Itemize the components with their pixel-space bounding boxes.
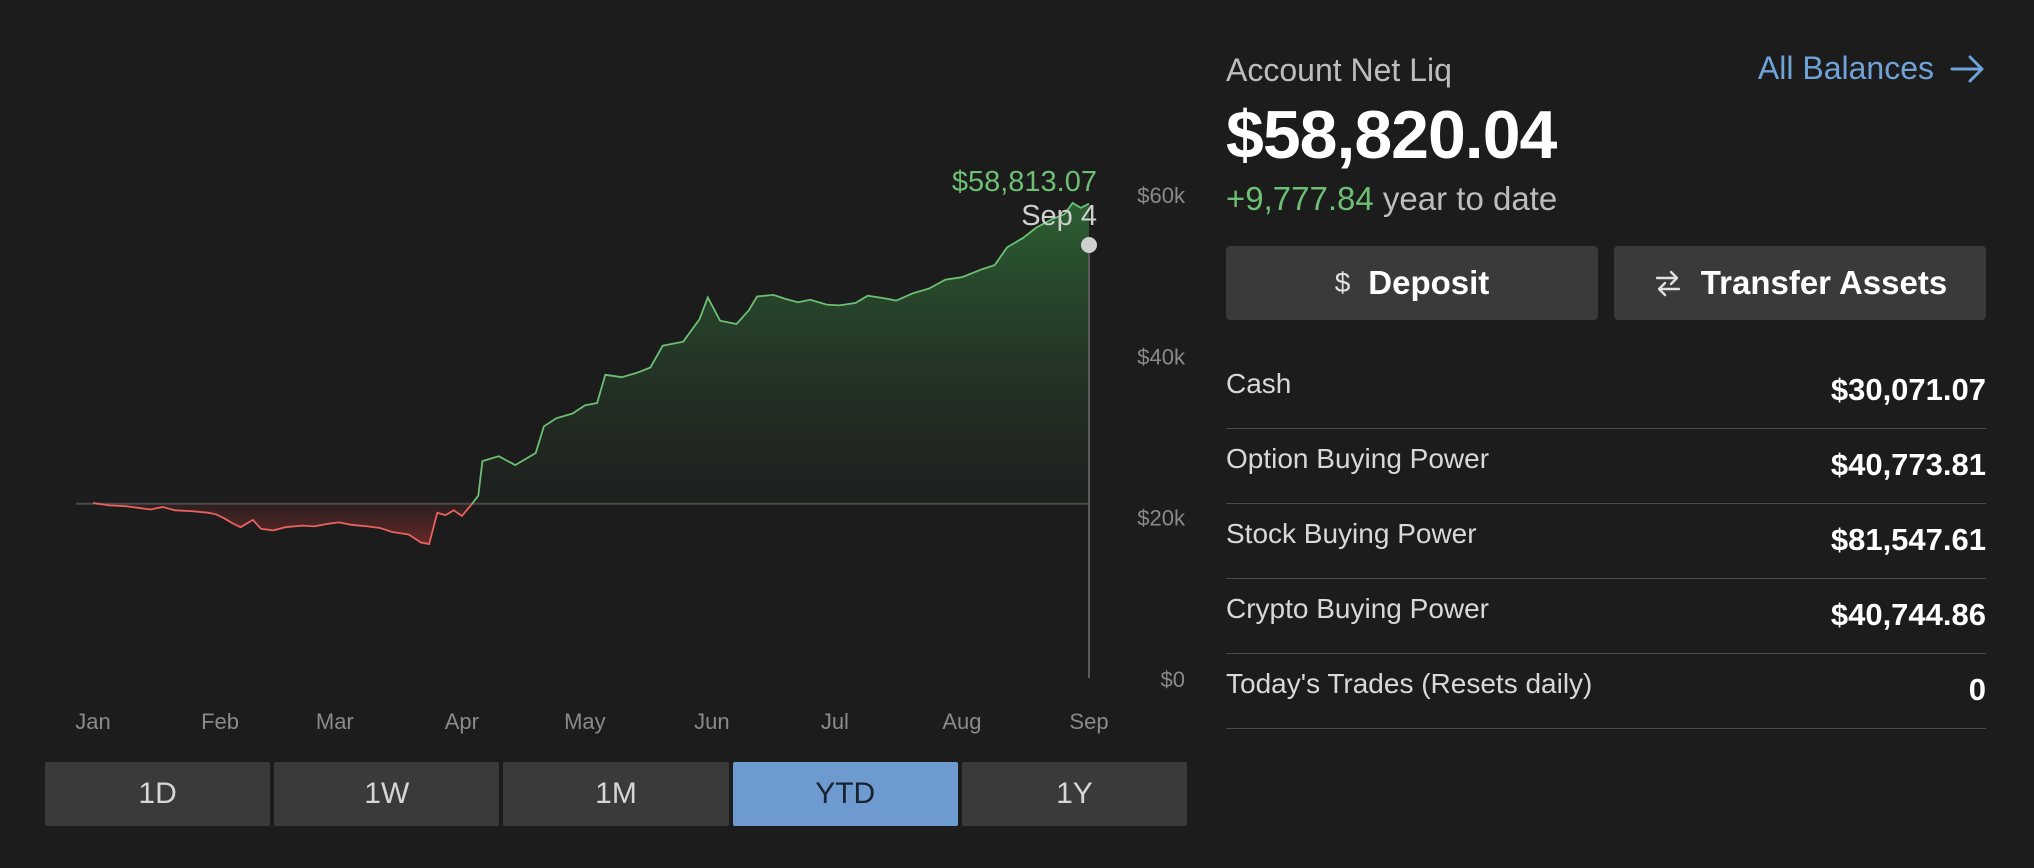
range-selector: 1D 1W 1M YTD 1Y xyxy=(45,762,1188,826)
all-balances-link[interactable]: All Balances xyxy=(1758,50,1986,87)
balance-value: $81,547.61 xyxy=(1830,522,1986,557)
balance-row-crypto-buying-power: Crypto Buying Power $40,744.86 xyxy=(1226,579,1986,654)
x-tick-label: Jul xyxy=(821,709,849,734)
range-option-1d[interactable]: 1D xyxy=(45,762,271,826)
deposit-label: Deposit xyxy=(1368,264,1490,301)
dollar-icon: $ xyxy=(1334,267,1351,298)
x-tick-label: Mar xyxy=(316,709,354,734)
loss-line xyxy=(92,502,473,546)
balance-value: $40,773.81 xyxy=(1830,447,1986,482)
balances-list: Cash $30,071.07 Option Buying Power $40,… xyxy=(1226,354,1986,729)
balance-row-stock-buying-power: Stock Buying Power $81,547.61 xyxy=(1226,504,1986,579)
balance-row-option-buying-power: Option Buying Power $40,773.81 xyxy=(1226,429,1986,504)
transfer-arrows-icon xyxy=(1655,270,1680,297)
x-tick-label: Jun xyxy=(694,709,729,734)
y-tick-label: $60k xyxy=(1137,183,1186,208)
balance-row-cash: Cash $30,071.07 xyxy=(1226,354,1986,429)
y-tick-label: $20k xyxy=(1137,506,1186,531)
action-row: $ Deposit Transfer Assets xyxy=(1226,246,1986,320)
balance-label: Option Buying Power xyxy=(1226,443,1490,474)
cursor-value-label: $58,813.07 xyxy=(952,166,1097,198)
balance-label: Crypto Buying Power xyxy=(1226,593,1490,624)
ytd-suffix: year to date xyxy=(1382,180,1558,217)
gain-line xyxy=(471,201,1090,505)
balance-value: 0 xyxy=(1968,672,1986,707)
cursor-dot[interactable] xyxy=(1081,237,1097,253)
range-option-1m[interactable]: 1M xyxy=(503,762,729,826)
cursor-date-label: Sep 4 xyxy=(1021,200,1097,232)
x-tick-label: Aug xyxy=(942,709,981,734)
gain-area xyxy=(472,203,1089,504)
net-liq-value: $58,820.04 xyxy=(1226,97,1557,173)
all-balances-label: All Balances xyxy=(1757,50,1934,86)
range-option-ytd[interactable]: YTD xyxy=(732,762,958,826)
transfer-assets-label: Transfer Assets xyxy=(1700,264,1948,301)
range-option-1y[interactable]: 1Y xyxy=(961,762,1188,826)
x-tick-label: Jan xyxy=(75,709,110,734)
balance-label: Stock Buying Power xyxy=(1226,518,1477,549)
ytd-line: +9,777.84 year to date xyxy=(1226,180,1557,218)
account-net-liq-label: Account Net Liq xyxy=(1226,52,1452,88)
balance-label: Today's Trades (Resets daily) xyxy=(1226,668,1593,699)
balance-value: $30,071.07 xyxy=(1830,372,1986,407)
balance-row-todays-trades: Today's Trades (Resets daily) 0 xyxy=(1226,654,1986,729)
deposit-button[interactable]: $ Deposit xyxy=(1226,246,1598,320)
x-tick-label: Apr xyxy=(445,709,479,734)
x-tick-label: May xyxy=(564,709,606,734)
x-tick-label: Sep xyxy=(1069,709,1108,734)
balance-value: $40,744.86 xyxy=(1830,597,1986,632)
y-tick-label: $40k xyxy=(1137,344,1186,369)
range-option-1w[interactable]: 1W xyxy=(274,762,500,826)
y-tick-label: $0 xyxy=(1161,667,1185,692)
loss-area xyxy=(93,503,472,545)
balance-label: Cash xyxy=(1226,368,1292,399)
arrow-right-icon xyxy=(1950,55,1984,82)
ytd-change: +9,777.84 xyxy=(1226,180,1374,217)
x-tick-label: Feb xyxy=(201,709,239,734)
transfer-assets-button[interactable]: Transfer Assets xyxy=(1614,246,1986,320)
